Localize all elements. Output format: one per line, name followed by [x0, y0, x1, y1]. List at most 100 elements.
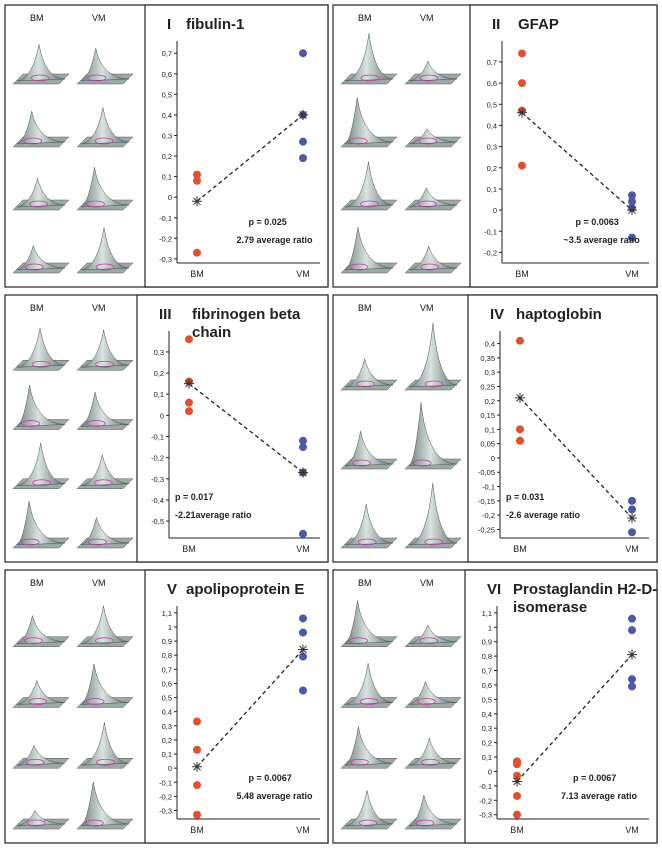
y-tick-label: 0,1 [162, 173, 172, 182]
spot-peak [408, 60, 458, 82]
mean-trend-line [196, 649, 304, 768]
y-tick-label: -0,2 [159, 234, 172, 243]
spot-peak [16, 809, 66, 827]
y-tick-label: 0 [488, 767, 492, 776]
y-tick-label: 0 [493, 206, 497, 215]
panel-number: IV [490, 306, 504, 323]
y-tick-label: 0,5 [487, 100, 497, 109]
y-tick-label: 1 [168, 623, 172, 632]
y-tick-label: 0,4 [162, 111, 172, 120]
y-tick-label: -0,3 [159, 807, 172, 816]
mean-marker [184, 378, 194, 389]
chart-frame [144, 569, 329, 844]
y-tick-label: -0,2 [479, 796, 492, 805]
spot-contour [348, 137, 368, 145]
y-tick-label: 0,2 [154, 369, 164, 378]
data-point [299, 443, 307, 452]
y-tick-label: 0,7 [162, 665, 172, 674]
spot-contour [95, 360, 114, 368]
spot-contour [349, 263, 369, 271]
spot-peak [80, 167, 130, 208]
y-tick-label: 0,3 [482, 724, 492, 733]
spot-peak [80, 329, 130, 368]
spot-contour [412, 459, 432, 467]
image-column-label: VM [92, 303, 106, 313]
data-point [299, 628, 307, 637]
data-point [513, 771, 521, 780]
chart-frame [469, 4, 658, 288]
y-tick-label: 1,1 [482, 609, 492, 618]
data-point [628, 626, 636, 635]
spot-contour [28, 698, 48, 705]
image-column-label: BM [358, 578, 372, 588]
data-point [299, 49, 307, 58]
x-tick-label: VM [296, 269, 310, 279]
spot-contour [415, 819, 435, 827]
spot-contour [356, 380, 376, 388]
spot-contour [420, 263, 440, 271]
spot-contour [357, 538, 377, 546]
spot-contour [95, 637, 114, 645]
spot-contour [419, 637, 439, 645]
spot-contour [88, 538, 107, 546]
average-ratio: ~3.5 average ratio [564, 235, 641, 245]
image-column-label: VM [420, 303, 434, 313]
spot-peak [344, 358, 394, 388]
p-value: p = 0.0067 [249, 773, 292, 783]
y-tick-label: 0,7 [162, 49, 172, 58]
y-tick-label: 0,8 [162, 651, 172, 660]
mean-trend-line [521, 112, 633, 211]
y-tick-label: 0,8 [482, 652, 492, 661]
spot-contour [417, 698, 436, 705]
average-ratio: -2.21average ratio [175, 510, 252, 520]
spot-peak [408, 738, 458, 766]
y-tick-label: -0,2 [484, 248, 497, 257]
data-point [628, 191, 636, 200]
data-point [516, 425, 524, 434]
y-tick-label: 0,5 [162, 90, 172, 99]
mean-marker [298, 644, 308, 655]
chart-title: fibulin-1 [186, 16, 244, 33]
y-tick-label: 0,3 [162, 722, 172, 731]
spot-contour [352, 459, 371, 467]
x-tick-label: BM [190, 825, 204, 835]
spot-peak [344, 227, 394, 271]
y-tick-label: 0,3 [487, 143, 497, 152]
y-tick-label: 0,6 [162, 679, 172, 688]
chart-title: GFAP [518, 16, 559, 33]
y-tick-label: -0,1 [482, 483, 495, 492]
spot-peak [80, 107, 130, 145]
data-point [518, 49, 526, 58]
x-tick-label: VM [296, 544, 310, 554]
spot-contour [360, 200, 379, 208]
data-point [516, 436, 524, 445]
y-tick-label: 0,5 [482, 695, 492, 704]
panel-number: I [167, 16, 171, 33]
mean-marker [298, 467, 308, 478]
data-point [513, 791, 521, 800]
y-tick-label: -0,1 [484, 227, 497, 236]
spot-peak [80, 781, 130, 827]
y-tick-label: -0,5 [151, 517, 164, 526]
spot-contour [417, 200, 437, 208]
spot-contour [21, 420, 40, 427]
image-column-label: VM [92, 578, 106, 588]
spot-contour [20, 538, 40, 546]
spot-contour [30, 74, 50, 82]
data-point [185, 335, 193, 344]
y-tick-label: 0 [160, 411, 164, 420]
chart-frame [467, 294, 658, 563]
mean-marker [515, 392, 525, 403]
spot-contour [349, 758, 369, 766]
spot-peak [80, 227, 130, 271]
spot-peak [16, 110, 66, 145]
y-tick-label: 0,4 [482, 710, 492, 719]
spot-peak [80, 663, 130, 705]
spot-contour [94, 137, 114, 145]
y-tick-label: 0,4 [485, 340, 495, 349]
image-column-label: BM [30, 13, 44, 23]
mean-marker [517, 107, 527, 118]
spot-peak [344, 600, 394, 644]
y-tick-label: 0,3 [154, 348, 164, 357]
